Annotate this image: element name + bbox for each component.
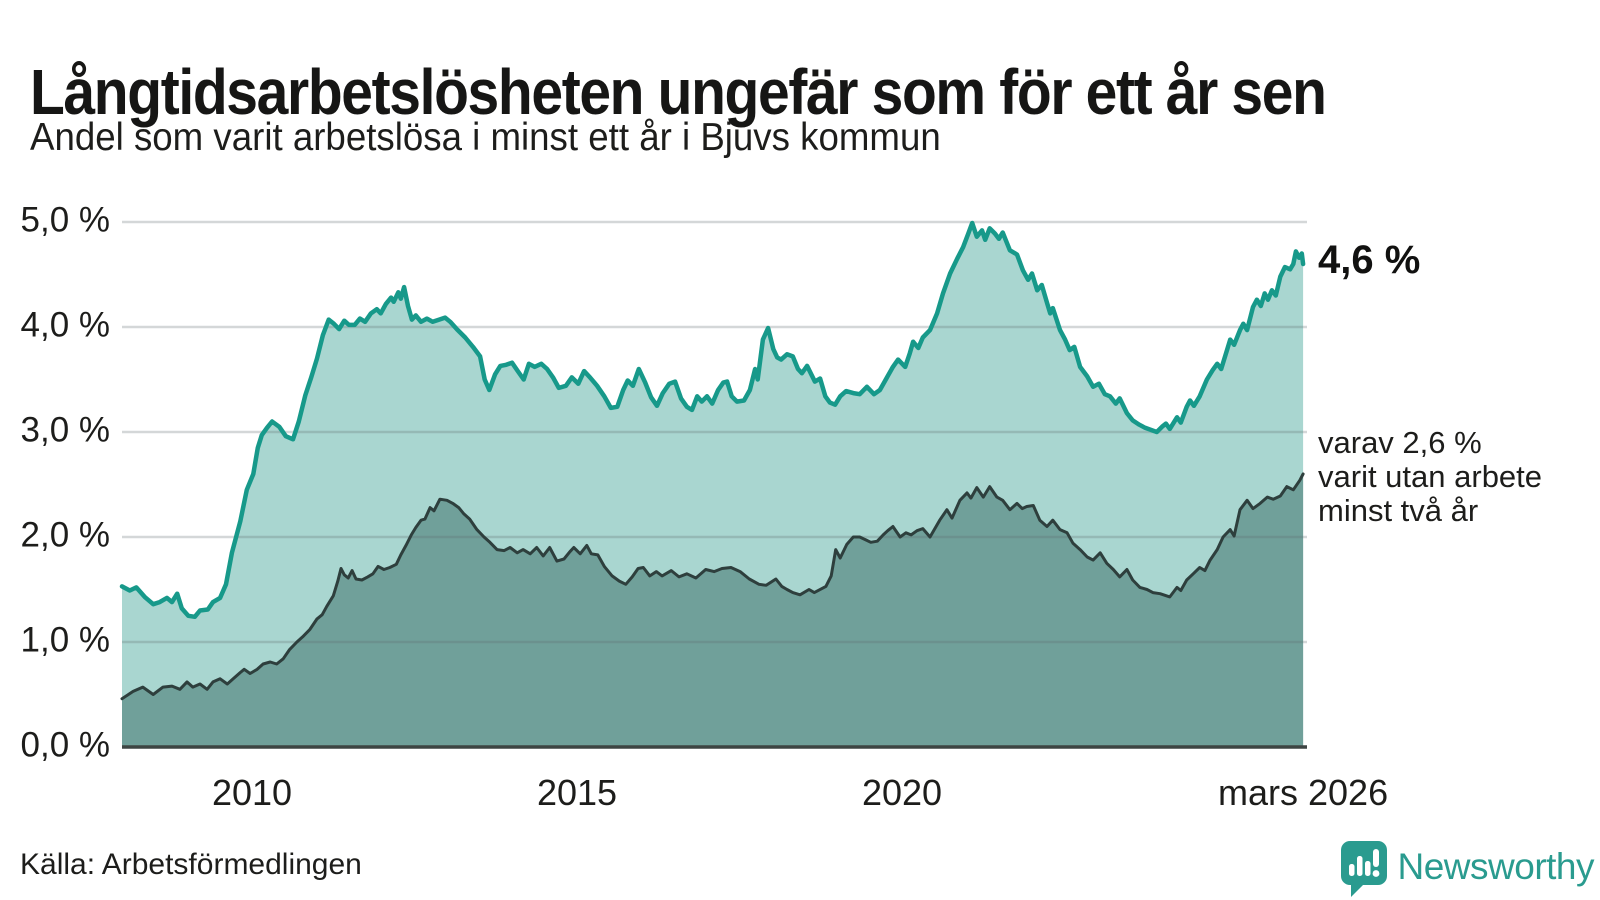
y-axis-tick-label: 0,0 %: [20, 725, 111, 765]
x-axis-tick-label: 2015: [536, 772, 618, 813]
x-axis-tick-label: 2010: [211, 772, 293, 813]
newsworthy-wordmark: Newsworthy: [1397, 846, 1595, 887]
gridlines: [122, 220, 1307, 644]
two-year-annotation-line2: varit utan arbete: [1318, 459, 1543, 494]
two-year-annotation-line3: minst två år: [1318, 493, 1479, 528]
two-year-annotation: varav 2,6 % varit utan arbete minst två …: [1318, 426, 1542, 528]
newsworthy-logo: Newsworthy: [1337, 838, 1595, 897]
line-total-series: [119, 220, 1306, 620]
y-axis-tick-label: 2,0 %: [20, 515, 111, 555]
area-fill-two-year-series: [122, 474, 1304, 747]
chart-subtitle: Andel som varit arbetslösa i minst ett å…: [30, 116, 941, 159]
x-axis-tick-label: mars 2026: [1218, 772, 1389, 813]
y-axis-tick-label: 5,0 %: [20, 200, 111, 240]
x-axis-tick-label: 2020: [861, 772, 943, 813]
two-year-annotation-line1: varav 2,6 %: [1318, 425, 1482, 460]
page-title: Långtidsarbetslösheten ungefär som för e…: [30, 55, 1327, 128]
y-axis-tick-label: 3,0 %: [20, 410, 111, 450]
y-axis-tick-label: 4,0 %: [20, 305, 111, 345]
source-note: Källa: Arbetsförmedlingen: [20, 848, 362, 881]
end-value-annotation: 4,6 %: [1318, 238, 1421, 282]
line-two-year-series: [120, 472, 1305, 701]
newsworthy-bubble-chart-icon: [1340, 841, 1387, 897]
y-axis-tick-label: 1,0 %: [20, 620, 111, 660]
